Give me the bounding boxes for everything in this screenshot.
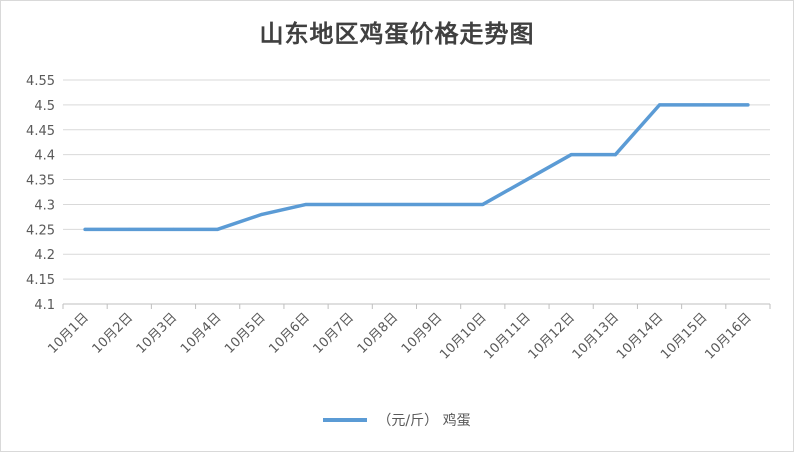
chart-legend: （元/斤） 鸡蛋: [0, 410, 794, 430]
y-tick-label: 4.35: [26, 174, 55, 189]
data-point: [481, 202, 485, 206]
data-point: [304, 202, 308, 206]
series-line: [83, 103, 750, 232]
y-tick-label: 4.15: [26, 273, 55, 288]
y-tick-label: 4.3: [34, 198, 55, 213]
x-tick-label: 10月4日: [178, 310, 225, 357]
data-point: [216, 227, 220, 231]
x-tick-label: 10月16日: [702, 310, 754, 362]
y-tick-label: 4.1: [34, 298, 55, 313]
x-tick-label: 10月6日: [266, 310, 313, 357]
y-tick-label: 4.55: [26, 74, 55, 89]
data-point: [569, 153, 573, 157]
x-tick-label: 10月11日: [481, 310, 533, 362]
chart-title: 山东地区鸡蛋价格走势图: [259, 19, 535, 48]
y-tick-label: 4.4: [34, 149, 55, 164]
y-tick-label: 4.2: [34, 248, 55, 263]
data-point: [525, 178, 529, 182]
data-point: [83, 227, 87, 231]
data-point: [348, 202, 352, 206]
data-point: [746, 103, 750, 107]
x-tick-label: 10月8日: [355, 310, 402, 357]
data-point: [171, 227, 175, 231]
x-tick-label: 10月1日: [45, 310, 92, 357]
x-tick-label: 10月7日: [310, 310, 357, 357]
legend-swatch: [323, 418, 368, 422]
data-point: [260, 212, 264, 216]
legend-label: （元/斤） 鸡蛋: [377, 413, 471, 429]
x-tick-label: 10月5日: [222, 310, 269, 357]
data-point: [658, 103, 662, 107]
x-tick-label: 10月10日: [437, 310, 489, 362]
data-point: [702, 103, 706, 107]
x-tick-label: 10月15日: [658, 310, 710, 362]
x-tick-label: 10月13日: [570, 310, 622, 362]
data-point: [613, 153, 617, 157]
y-tick-label: 4.5: [34, 99, 55, 114]
y-tick-label: 4.25: [26, 223, 55, 238]
data-point: [392, 202, 396, 206]
x-tick-label: 10月14日: [614, 310, 666, 362]
data-point: [127, 227, 131, 231]
x-tick-label: 10月3日: [134, 310, 181, 357]
data-point: [437, 202, 441, 206]
y-tick-label: 4.45: [26, 124, 55, 139]
x-tick-label: 10月12日: [526, 310, 578, 362]
x-tick-label: 10月2日: [90, 310, 137, 357]
